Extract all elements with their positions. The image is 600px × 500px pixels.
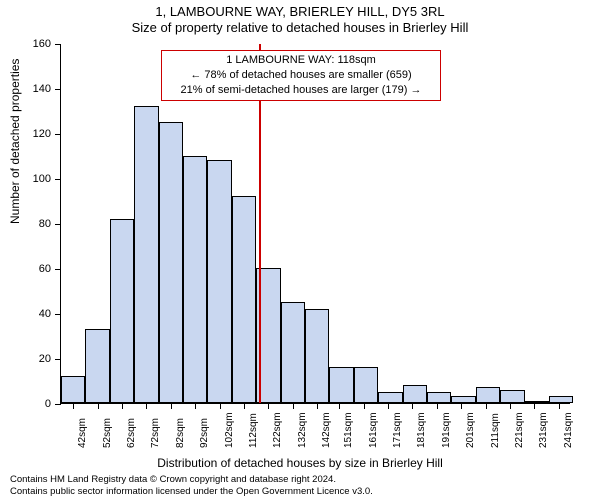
x-tick [98,403,99,409]
y-tick [55,269,61,270]
histogram-bar [378,392,402,403]
footer-credits: Contains HM Land Registry data © Crown c… [10,474,373,498]
y-tick [55,179,61,180]
x-tick [73,403,74,409]
y-tick [55,44,61,45]
histogram-bar [451,396,475,403]
x-tick-label: 122sqm [272,412,283,448]
y-tick-label: 160 [11,38,51,50]
histogram-bar [110,219,134,404]
x-tick [461,403,462,409]
x-tick [339,403,340,409]
histogram-bar [159,122,183,403]
y-tick-label: 80 [11,218,51,230]
histogram-bar [329,367,353,403]
footer-line-1: Contains HM Land Registry data © Crown c… [10,474,373,486]
y-tick [55,134,61,135]
annotation-line: 1 LAMBOURNE WAY: 118sqm [168,53,434,68]
x-tick-label: 112sqm [248,413,259,448]
x-tick-label: 142sqm [321,412,332,448]
x-tick-label: 181sqm [416,412,427,448]
x-tick [317,403,318,409]
histogram-bar [549,396,573,403]
x-tick-label: 161sqm [368,412,379,448]
x-tick-label: 92sqm [199,418,210,448]
x-tick [195,403,196,409]
y-tick-label: 120 [11,128,51,140]
y-tick [55,359,61,360]
histogram-bar [525,401,549,403]
histogram-bar [207,160,231,403]
title-address: 1, LAMBOURNE WAY, BRIERLEY HILL, DY5 3RL [0,4,600,19]
y-tick-label: 20 [11,353,51,365]
annotation-box: 1 LAMBOURNE WAY: 118sqm← 78% of detached… [161,50,441,101]
histogram-bar [232,196,256,403]
x-tick [412,403,413,409]
chart-container: 1, LAMBOURNE WAY, BRIERLEY HILL, DY5 3RL… [0,0,600,500]
x-tick-label: 132sqm [297,412,308,448]
y-tick-label: 60 [11,263,51,275]
x-tick-label: 171sqm [392,412,403,448]
histogram-bar [85,329,109,403]
histogram-bar [403,385,427,403]
x-tick [171,403,172,409]
x-tick-label: 42sqm [77,418,88,448]
annotation-line: 21% of semi-detached houses are larger (… [168,83,434,98]
x-tick-label: 102sqm [224,412,235,448]
x-tick [244,403,245,409]
annotation-line: ← 78% of detached houses are smaller (65… [168,68,434,83]
x-tick [510,403,511,409]
x-tick [146,403,147,409]
x-tick [220,403,221,409]
y-tick [55,314,61,315]
x-tick [486,403,487,409]
x-tick-label: 211sqm [490,413,501,448]
y-tick [55,224,61,225]
x-tick-label: 62sqm [126,418,137,448]
histogram-bar [281,302,305,403]
x-tick [293,403,294,409]
x-tick [534,403,535,409]
histogram-bar [183,156,207,404]
histogram-bar [354,367,378,403]
y-tick-label: 100 [11,173,51,185]
x-tick-label: 52sqm [102,418,113,448]
y-tick-label: 40 [11,308,51,320]
x-tick-label: 82sqm [175,418,186,448]
x-tick [388,403,389,409]
x-tick-label: 191sqm [441,412,452,448]
x-tick [268,403,269,409]
x-tick [437,403,438,409]
y-tick [55,404,61,405]
histogram-bar [427,392,451,403]
footer-line-2: Contains public sector information licen… [10,486,373,498]
x-tick-label: 221sqm [514,412,525,448]
histogram-bar [134,106,158,403]
y-tick-label: 0 [11,398,51,410]
x-tick [559,403,560,409]
x-axis-label: Distribution of detached houses by size … [0,456,600,470]
x-tick-label: 241sqm [563,412,574,448]
x-tick-label: 231sqm [538,412,549,448]
x-tick [122,403,123,409]
y-tick-label: 140 [11,83,51,95]
plot-area: 02040608010012014016042sqm52sqm62sqm72sq… [60,44,570,404]
histogram-bar [305,309,329,404]
histogram-bar [476,387,500,403]
histogram-bar [500,390,524,404]
x-tick [364,403,365,409]
histogram-bar [61,376,85,403]
title-subtitle: Size of property relative to detached ho… [0,20,600,35]
x-tick-label: 151sqm [343,412,354,448]
y-tick [55,89,61,90]
x-tick-label: 201sqm [465,412,476,448]
x-tick-label: 72sqm [150,418,161,448]
